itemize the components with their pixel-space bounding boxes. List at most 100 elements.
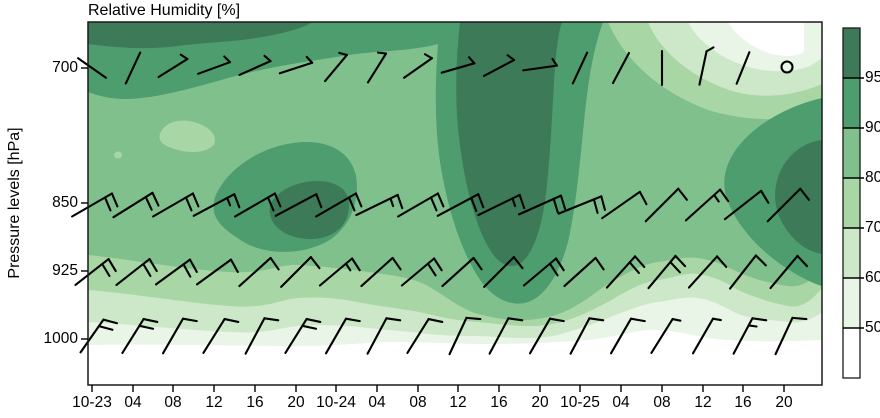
x-tick-label: 08 bbox=[164, 394, 182, 411]
wind-barb-staff bbox=[157, 57, 189, 79]
x-tick-label: 04 bbox=[368, 394, 386, 411]
wind-barb-staff bbox=[366, 52, 388, 84]
x-tick-label: 12 bbox=[694, 394, 712, 411]
colorbar bbox=[842, 27, 864, 379]
wind-barb-tick bbox=[301, 324, 318, 330]
wind-barb-halftick bbox=[671, 317, 682, 322]
wind-barb-tick bbox=[559, 194, 567, 211]
wind-barb-tick bbox=[760, 189, 770, 204]
x-tick-label: 10-24 bbox=[316, 394, 356, 411]
wind-barb-halftick bbox=[344, 262, 352, 272]
x-tick-label: 04 bbox=[612, 394, 630, 411]
wind-barb-tick bbox=[433, 257, 443, 272]
wind-barb-tick bbox=[796, 254, 809, 268]
wind-barb-tick bbox=[477, 193, 485, 209]
wind-barb-staff bbox=[601, 190, 641, 220]
wind-barb-tick bbox=[634, 255, 646, 269]
wind-barb-staff bbox=[482, 58, 516, 78]
wind-barb-tick bbox=[588, 317, 605, 322]
wind-barb-tick bbox=[470, 196, 478, 213]
wind-barb-staff bbox=[324, 317, 348, 355]
wind-barb-staff bbox=[774, 316, 794, 356]
x-tick-label: 10-23 bbox=[72, 394, 112, 411]
x-tick-label: 20 bbox=[531, 394, 549, 411]
x-tick-label: 20 bbox=[775, 394, 793, 411]
wind-barb-staff bbox=[238, 256, 272, 288]
wind-barb-tick bbox=[151, 191, 160, 207]
x-tick-label: 04 bbox=[124, 394, 142, 411]
wind-barb-tick bbox=[347, 196, 356, 212]
y-tick-label: 1000 bbox=[43, 330, 78, 347]
wind-barb-tick bbox=[182, 263, 192, 278]
wind-barb-halftick bbox=[468, 56, 476, 65]
wind-barb-halftick bbox=[179, 53, 189, 61]
x-tick-label: 20 bbox=[287, 394, 305, 411]
wind-barb-tick bbox=[97, 325, 114, 331]
wind-barb-tick bbox=[472, 256, 483, 271]
wind-barb-halftick bbox=[506, 54, 516, 62]
wind-barb-tick bbox=[548, 262, 559, 277]
wind-barb-tick bbox=[465, 316, 482, 321]
wind-barb-tick bbox=[385, 317, 402, 322]
wind-barb-staff bbox=[284, 317, 308, 355]
wind-barb-halftick bbox=[305, 55, 314, 64]
x-tick-label: 16 bbox=[490, 394, 508, 411]
wind-barb-tick bbox=[305, 317, 322, 323]
wind-barb-tick bbox=[592, 198, 599, 214]
wind-barb-staff bbox=[196, 61, 232, 75]
wind-barb-tick bbox=[273, 192, 282, 208]
wind-barb-tick bbox=[354, 192, 363, 208]
colorbar-tick-label: 80 bbox=[865, 169, 880, 186]
colorbar-tick-label: 90 bbox=[865, 119, 880, 136]
y-tick-label: 700 bbox=[52, 59, 78, 76]
wind-barb-tick bbox=[144, 196, 153, 211]
x-tick-label: 08 bbox=[653, 394, 671, 411]
wind-barb-staff bbox=[644, 187, 680, 223]
wind-barb-tick bbox=[107, 258, 117, 273]
wind-barb-halftick bbox=[711, 317, 722, 322]
wind-barb-tick bbox=[427, 317, 444, 323]
wind-barb-staff bbox=[723, 189, 763, 221]
wind-barb-tick bbox=[263, 317, 280, 322]
wind-barb-staff bbox=[79, 318, 105, 354]
wind-barb-tick bbox=[191, 192, 200, 208]
wind-barb-halftick bbox=[377, 51, 388, 55]
colorbar-tick-label: 50 bbox=[865, 319, 880, 336]
wind-barb-tick bbox=[103, 196, 112, 212]
wind-barb-tick bbox=[512, 256, 524, 270]
wind-barb-staff bbox=[611, 51, 631, 85]
wind-barb-tick bbox=[142, 262, 152, 278]
colorbar-tick-label: 95 bbox=[865, 69, 880, 86]
wind-barb-tick bbox=[548, 317, 565, 323]
wind-barb-staff bbox=[609, 317, 633, 355]
y-tick-label: 850 bbox=[52, 194, 78, 211]
wind-barb-staff bbox=[403, 57, 433, 79]
wind-barb-staff bbox=[483, 256, 515, 288]
x-tick-label: 12 bbox=[205, 394, 223, 411]
wind-barb-tick bbox=[751, 317, 768, 322]
wind-barb-tick bbox=[436, 192, 445, 208]
colorbar-tick-label: 70 bbox=[865, 219, 880, 236]
wind-barb-staff bbox=[244, 317, 266, 355]
wind-barb-halftick bbox=[511, 197, 517, 208]
wind-barb-tick bbox=[351, 257, 361, 272]
wind-barb-tick bbox=[184, 196, 193, 212]
wind-barb-halftick bbox=[389, 197, 395, 208]
wind-barb-staff bbox=[124, 51, 142, 85]
wind-barbs bbox=[71, 46, 810, 356]
wind-barb-tick bbox=[594, 256, 605, 271]
wind-barb-staff bbox=[732, 317, 754, 355]
wind-barb-tick bbox=[552, 197, 559, 214]
wind-barb-staff bbox=[161, 317, 185, 355]
wind-barb-tick bbox=[518, 193, 526, 210]
wind-barb-tick bbox=[719, 188, 730, 203]
wind-barb-staff bbox=[769, 254, 799, 290]
wind-barb-staff bbox=[274, 193, 318, 217]
wind-barb-tick bbox=[223, 317, 240, 323]
colorbar-tick-label: 60 bbox=[865, 269, 880, 286]
wind-barb-staff bbox=[202, 317, 226, 355]
axis-ticks bbox=[81, 67, 785, 392]
wind-barb-staff bbox=[440, 62, 476, 74]
wind-barb-tick bbox=[315, 193, 323, 209]
